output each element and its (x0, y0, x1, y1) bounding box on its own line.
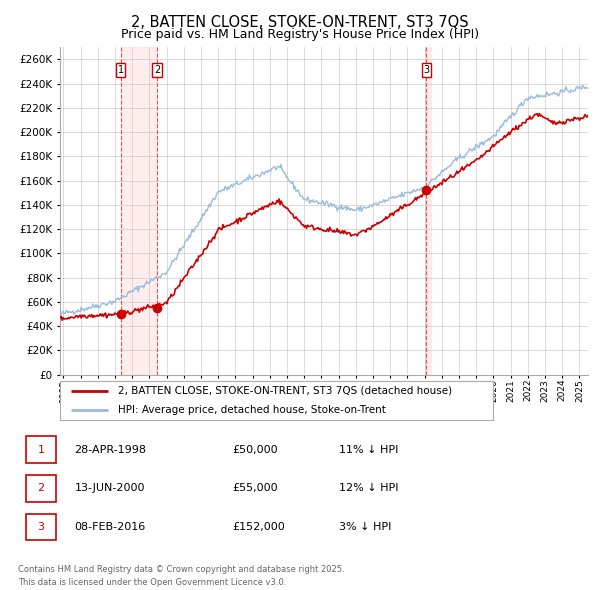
Text: 08-FEB-2016: 08-FEB-2016 (74, 522, 146, 532)
Text: 3% ↓ HPI: 3% ↓ HPI (340, 522, 392, 532)
Text: 3: 3 (423, 65, 430, 75)
Text: 1: 1 (38, 444, 44, 454)
Text: 1: 1 (118, 65, 124, 75)
Text: 2: 2 (154, 65, 160, 75)
FancyBboxPatch shape (26, 436, 56, 463)
Text: Contains HM Land Registry data © Crown copyright and database right 2025.: Contains HM Land Registry data © Crown c… (18, 565, 344, 574)
FancyBboxPatch shape (26, 514, 56, 540)
Text: 13-JUN-2000: 13-JUN-2000 (74, 483, 145, 493)
Text: 2, BATTEN CLOSE, STOKE-ON-TRENT, ST3 7QS (detached house): 2, BATTEN CLOSE, STOKE-ON-TRENT, ST3 7QS… (118, 386, 452, 396)
Text: 11% ↓ HPI: 11% ↓ HPI (340, 444, 399, 454)
Bar (425, 47, 431, 375)
Text: £152,000: £152,000 (232, 522, 285, 532)
FancyBboxPatch shape (60, 381, 493, 420)
Text: 12% ↓ HPI: 12% ↓ HPI (340, 483, 399, 493)
Text: £55,000: £55,000 (232, 483, 278, 493)
Text: 2: 2 (38, 483, 44, 493)
Text: 3: 3 (38, 522, 44, 532)
Text: 28-APR-1998: 28-APR-1998 (74, 444, 146, 454)
Bar (121, 47, 157, 375)
Text: This data is licensed under the Open Government Licence v3.0.: This data is licensed under the Open Gov… (18, 578, 286, 587)
Text: £50,000: £50,000 (232, 444, 278, 454)
Text: 2, BATTEN CLOSE, STOKE-ON-TRENT, ST3 7QS: 2, BATTEN CLOSE, STOKE-ON-TRENT, ST3 7QS (131, 15, 469, 30)
Text: HPI: Average price, detached house, Stoke-on-Trent: HPI: Average price, detached house, Stok… (118, 405, 386, 415)
FancyBboxPatch shape (26, 475, 56, 502)
Text: Price paid vs. HM Land Registry's House Price Index (HPI): Price paid vs. HM Land Registry's House … (121, 28, 479, 41)
